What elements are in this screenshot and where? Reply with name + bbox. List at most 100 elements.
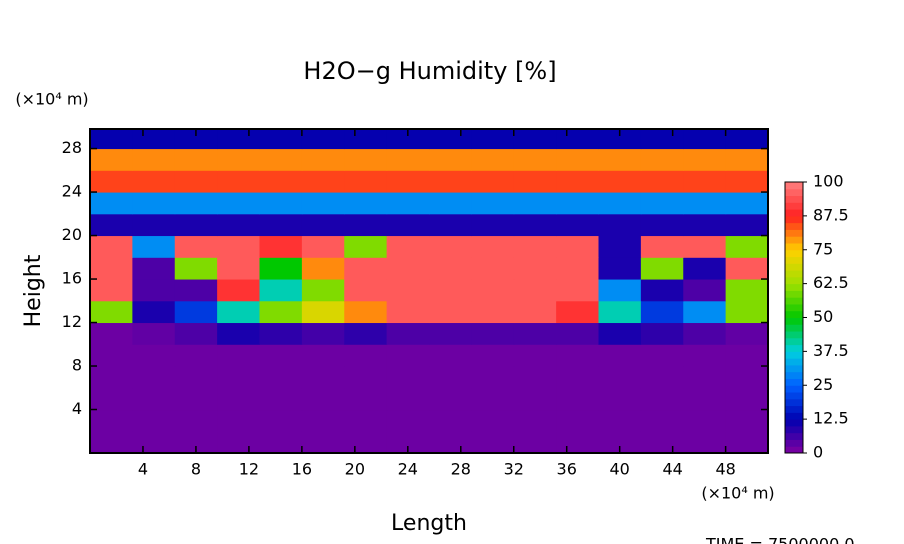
colorbar-segment <box>785 419 803 427</box>
heat-cell <box>90 213 133 237</box>
heat-cell <box>640 213 684 237</box>
heat-cell <box>132 213 176 237</box>
heat-cell <box>259 344 303 367</box>
heat-cell <box>598 192 642 215</box>
heat-cell <box>513 387 557 411</box>
heat-cell <box>90 192 133 215</box>
heat-cell <box>683 431 727 454</box>
heat-cell <box>429 192 472 215</box>
heat-cell <box>217 129 260 150</box>
heat-cell <box>217 148 260 171</box>
heat-cell <box>217 235 260 258</box>
colorbar-segment <box>785 337 803 346</box>
heat-cell <box>174 279 218 302</box>
heat-cell <box>556 235 599 258</box>
heat-cell <box>725 300 769 324</box>
heat-cell <box>174 235 218 258</box>
y-tick-label: 24 <box>62 182 82 201</box>
heat-cell <box>344 279 388 302</box>
heat-cell <box>556 387 599 411</box>
heat-cell <box>259 129 303 150</box>
heat-cell <box>513 170 557 193</box>
colorbar-segment <box>785 297 803 305</box>
heat-cell <box>301 235 345 258</box>
colorbar-segment <box>785 195 803 203</box>
heat-cell <box>513 148 557 171</box>
heat-cell <box>429 279 472 302</box>
x-tick-label: 8 <box>191 460 201 479</box>
heat-cell <box>429 235 472 258</box>
heat-cell <box>90 387 133 411</box>
heat-cell <box>683 129 727 150</box>
heat-cell <box>556 322 599 345</box>
heat-cell <box>683 148 727 171</box>
heat-cell <box>174 257 218 280</box>
heat-cell <box>90 366 133 389</box>
x-tick-label: 12 <box>239 460 259 479</box>
heat-cell <box>429 409 472 432</box>
heat-cell <box>344 170 388 193</box>
colorbar-segment <box>785 324 803 332</box>
heat-cell <box>556 279 599 302</box>
heat-cell <box>174 344 218 367</box>
x-tick-label: 4 <box>138 460 148 479</box>
heat-cell <box>513 409 557 432</box>
colorbar-tick-label: 75 <box>813 239 833 258</box>
colorbar-segment <box>785 242 803 251</box>
heat-cell <box>471 322 515 345</box>
heat-cell <box>598 257 642 280</box>
heat-cell <box>429 322 472 345</box>
heat-cell <box>344 148 388 171</box>
heat-cell <box>513 192 557 215</box>
footer: TIME = 7500000.0 <box>705 535 855 544</box>
heat-cell <box>513 300 557 324</box>
x-tick-label: 20 <box>345 460 365 479</box>
heat-cell <box>217 279 260 302</box>
heat-cell <box>513 235 557 258</box>
heat-cell <box>259 279 303 302</box>
heat-cell <box>556 344 599 367</box>
colorbar-tick-label: 100 <box>813 172 844 191</box>
heat-cell <box>90 300 133 324</box>
colorbar-segment <box>785 249 803 258</box>
heat-cell <box>386 279 430 302</box>
heat-cell <box>344 235 388 258</box>
heat-cell <box>386 300 430 324</box>
heat-cell <box>344 300 388 324</box>
heat-cell <box>725 409 769 432</box>
heat-cell <box>386 257 430 280</box>
heat-cell <box>344 344 388 367</box>
heat-cell <box>132 279 176 302</box>
y-tick-label: 8 <box>72 356 82 375</box>
heat-cell <box>429 148 472 171</box>
heat-cell <box>259 257 303 280</box>
heat-cell <box>429 170 472 193</box>
colorbar-segment <box>785 182 803 190</box>
heat-cell <box>90 257 133 280</box>
heat-cell <box>132 387 176 411</box>
heat-cell <box>513 431 557 454</box>
heat-cell <box>301 170 345 193</box>
colorbar-tick-label: 37.5 <box>813 341 849 360</box>
colorbar-segment <box>785 412 803 420</box>
heat-cell <box>725 170 769 193</box>
heat-cell <box>471 366 515 389</box>
heat-cell <box>640 387 684 411</box>
heat-cell <box>259 409 303 432</box>
colorbar-segment <box>785 310 803 318</box>
plot-frame <box>89 128 769 454</box>
heat-cell <box>429 344 472 367</box>
heat-cell <box>429 257 472 280</box>
heat-cell <box>174 170 218 193</box>
heat-cell <box>90 235 133 258</box>
heat-cell <box>301 257 345 280</box>
heat-cell <box>386 213 430 237</box>
heat-cell <box>174 387 218 411</box>
heat-cell <box>725 366 769 389</box>
heat-cell <box>90 148 133 171</box>
heat-cell <box>640 148 684 171</box>
heat-cell <box>725 344 769 367</box>
heat-cell <box>471 300 515 324</box>
heat-cell <box>683 409 727 432</box>
heat-cell <box>598 300 642 324</box>
